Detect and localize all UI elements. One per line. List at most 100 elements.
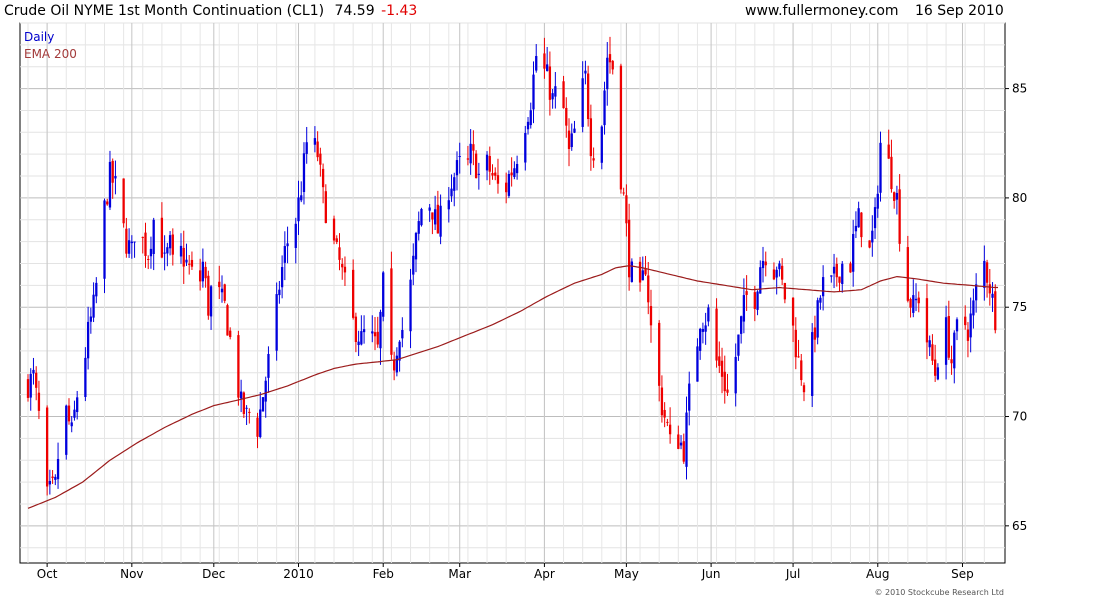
candle-body — [860, 212, 863, 238]
candle-body — [409, 279, 412, 332]
candle-body — [608, 54, 612, 63]
y-tick-label: 65 — [1012, 519, 1027, 533]
candle-body — [185, 259, 188, 263]
candle-body — [286, 243, 289, 247]
candle-body — [934, 359, 937, 376]
candle-body — [775, 269, 778, 278]
candle-body — [832, 266, 836, 274]
candle-body — [567, 130, 571, 150]
candle-body — [103, 200, 106, 279]
candle-body — [638, 261, 642, 283]
candle-body — [54, 476, 57, 480]
candle-body — [841, 263, 844, 284]
chart-date: 16 Sep 2010 — [915, 3, 1004, 19]
candle-body — [630, 261, 634, 282]
candle-body — [876, 193, 879, 209]
candle-body — [677, 434, 680, 449]
candle-body — [641, 270, 644, 281]
candle-body — [92, 294, 95, 318]
candle-body — [802, 385, 806, 393]
candle-body — [152, 219, 155, 254]
candle-body — [48, 481, 52, 485]
candle-body — [849, 263, 852, 273]
candle-body — [65, 405, 68, 455]
candle-body — [469, 143, 472, 164]
candle-body — [931, 344, 934, 361]
candle-body — [324, 191, 327, 224]
candle-body — [584, 70, 587, 74]
candle-body — [780, 265, 784, 280]
candle-body — [376, 331, 379, 345]
candle-body — [756, 291, 759, 310]
candle-body — [740, 316, 743, 334]
candle-body — [316, 141, 319, 158]
candle-body — [56, 459, 60, 480]
candle-body — [819, 297, 822, 303]
candle-body — [772, 269, 776, 280]
candle-body — [371, 331, 374, 334]
candle-body — [51, 476, 54, 479]
candle-body — [854, 225, 858, 232]
candle-body — [488, 155, 491, 172]
candle-body — [160, 217, 164, 258]
candle-body — [581, 78, 584, 127]
candle-body — [122, 178, 125, 224]
candle-body — [658, 322, 661, 386]
candle-body — [507, 174, 511, 196]
candle-body — [988, 284, 991, 294]
candle-body — [382, 272, 385, 317]
candle-body — [701, 328, 705, 332]
candle-body — [67, 405, 71, 422]
candle-body — [275, 294, 278, 351]
candle-body — [647, 275, 650, 303]
copyright: © 2010 Stockcube Research Ltd — [874, 588, 1004, 597]
candle-body — [182, 247, 185, 267]
candle-body — [494, 172, 497, 176]
candle-body — [589, 118, 593, 157]
candle-body — [753, 292, 756, 309]
candle-body — [390, 268, 393, 355]
candle-body — [474, 153, 478, 179]
x-tick-label: 2010 — [283, 567, 314, 581]
x-tick-label: May — [614, 567, 639, 581]
candle-body — [529, 110, 532, 126]
candle-body — [204, 266, 207, 279]
candle-body — [649, 306, 653, 326]
candle-body — [813, 327, 817, 340]
header: Crude Oil NYME 1st Month Continuation (C… — [4, 3, 1004, 19]
candle-body — [685, 412, 688, 467]
candle-body — [341, 263, 344, 268]
candle-body — [32, 369, 35, 374]
candle-body — [477, 173, 480, 175]
candle-body — [35, 372, 38, 388]
site-url: www.fullermoney.com — [745, 3, 899, 19]
candle-body — [535, 56, 538, 71]
candle-body — [26, 379, 30, 398]
candle-body — [890, 156, 893, 190]
candle-body — [431, 212, 434, 220]
candle-body — [696, 346, 699, 382]
candle-body — [707, 307, 710, 322]
candle-body — [201, 261, 205, 282]
x-tick-label: Mar — [448, 567, 471, 581]
candle-body — [991, 293, 994, 298]
plot-area — [19, 22, 1006, 564]
x-axis: Oct Nov Dec 2010 Feb Mar Apr May Jun Jul Aug Sep — [37, 563, 974, 581]
candle-body — [360, 331, 363, 345]
candle-body — [190, 259, 194, 267]
candle-body — [414, 233, 418, 260]
candle-body — [373, 332, 377, 337]
candle-body — [297, 197, 300, 222]
candle-body — [89, 316, 92, 322]
candle-body — [261, 397, 265, 412]
candle-body — [972, 300, 975, 316]
candle-body — [267, 353, 270, 378]
candle-body — [392, 359, 396, 371]
candle-body — [606, 57, 609, 90]
candle-body — [586, 73, 590, 120]
x-tick-label: Dec — [202, 567, 225, 581]
candle-body — [660, 387, 664, 416]
candle-body — [127, 240, 131, 254]
y-tick-label: 70 — [1012, 410, 1027, 424]
candle-body — [84, 357, 87, 397]
